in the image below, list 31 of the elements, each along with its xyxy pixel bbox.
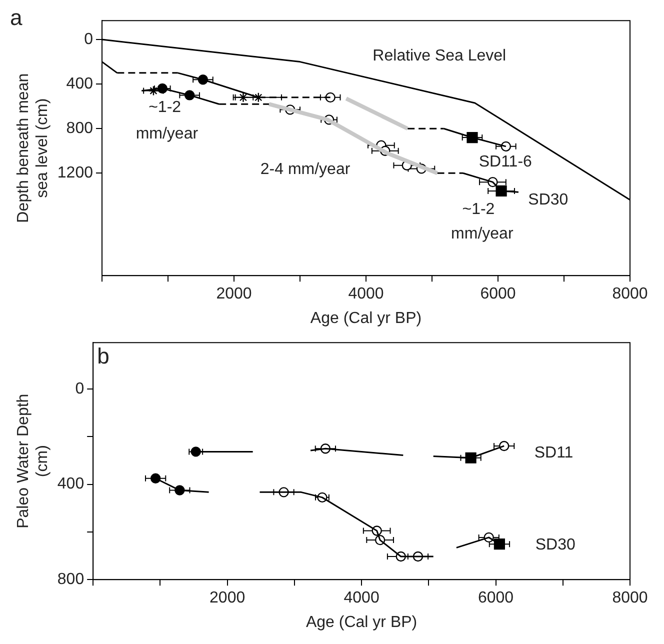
x-axis-title: Age (Cal yr BP)	[306, 614, 418, 631]
y-tick-label: 800	[66, 120, 94, 138]
y-tick-label: 800	[57, 571, 84, 588]
chart-title: a	[10, 5, 23, 30]
annotation: SD11	[534, 444, 574, 462]
y-tick-label: 1200	[57, 164, 94, 182]
x-tick-label: 2000	[216, 286, 252, 303]
annotation: mm/year	[136, 125, 199, 142]
x-tick-label: 8000	[612, 590, 648, 607]
x-axis-title: Age (Cal yr BP)	[310, 310, 422, 327]
annotation: ~1-2	[462, 201, 495, 218]
x-tick-label: 4000	[348, 286, 384, 303]
annotation: mm/year	[451, 226, 514, 243]
x-tick-label: 4000	[344, 590, 380, 607]
x-tick-label: 8000	[612, 286, 648, 303]
annotation: SD30	[535, 536, 576, 554]
y-tick-label: 0	[84, 30, 94, 48]
annotation: SD30	[528, 191, 568, 208]
annotation: Relative Sea Level	[372, 48, 506, 65]
chart-title: b	[97, 344, 110, 369]
y-tick-label: 400	[57, 476, 84, 493]
x-tick-label: 2000	[210, 590, 246, 607]
y-axis-title: Depth beneath mean sea level (cm)	[15, 73, 52, 223]
x-tick-label: 6000	[480, 286, 516, 303]
annotation: ~1-2	[148, 98, 182, 116]
y-axis-title: Paleo Water Depth (cm)	[15, 394, 52, 528]
annotation: SD11-6	[478, 154, 532, 171]
y-tick-label: 400	[66, 75, 94, 92]
annotation: 2-4 mm/year	[260, 161, 351, 178]
x-tick-label: 6000	[478, 590, 514, 607]
y-tick-label: 0	[75, 380, 84, 398]
